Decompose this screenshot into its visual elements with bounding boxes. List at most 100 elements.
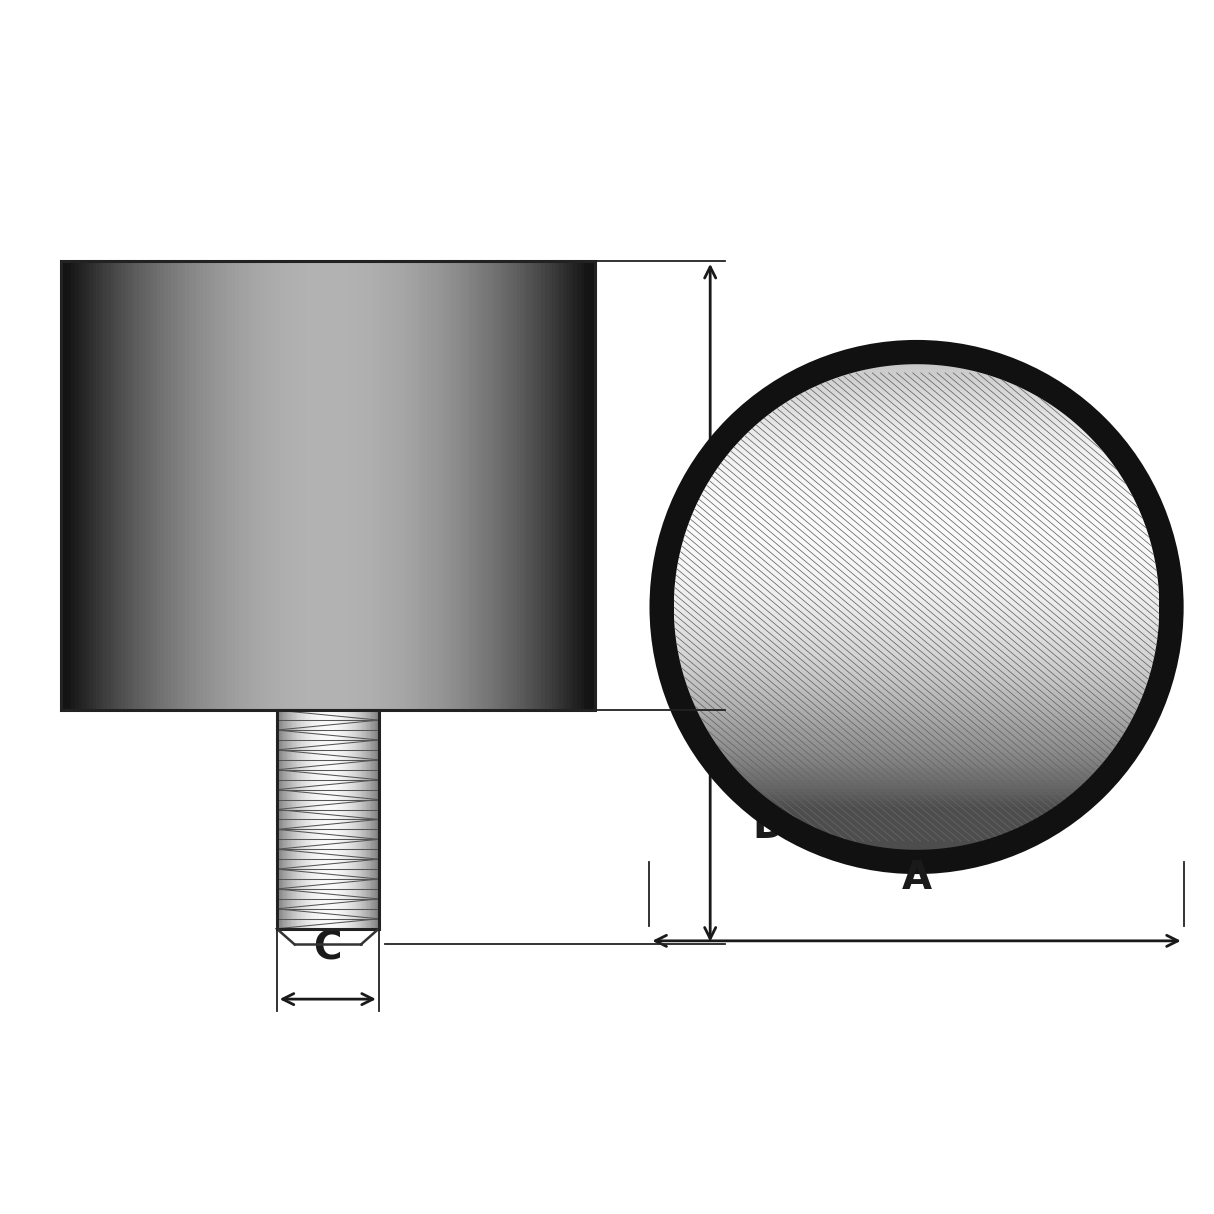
Bar	[279, 710, 280, 929]
Bar	[344, 710, 345, 929]
Bar	[296, 261, 300, 710]
Bar	[193, 261, 195, 710]
Bar	[674, 583, 1159, 586]
Bar	[674, 631, 1159, 634]
Bar	[420, 261, 424, 710]
Bar	[345, 710, 346, 929]
Bar	[367, 261, 370, 710]
Bar	[178, 261, 182, 710]
Bar	[306, 261, 310, 710]
Bar	[573, 261, 577, 710]
Bar	[674, 556, 1159, 558]
Bar	[674, 728, 1159, 731]
Bar	[674, 722, 1159, 726]
Bar	[545, 261, 549, 710]
Bar	[239, 261, 243, 710]
Circle shape	[649, 340, 1184, 874]
Bar	[674, 694, 1159, 698]
Bar	[305, 710, 306, 929]
Bar	[317, 261, 320, 710]
Bar	[531, 261, 534, 710]
Bar	[674, 847, 1159, 850]
Bar	[674, 625, 1159, 629]
Bar	[290, 710, 291, 929]
Bar	[330, 710, 331, 929]
Bar	[186, 261, 189, 710]
Bar	[674, 413, 1159, 415]
Bar	[674, 592, 1159, 595]
Bar	[674, 431, 1159, 433]
Bar	[674, 734, 1159, 737]
Bar	[488, 261, 492, 710]
Bar	[674, 771, 1159, 775]
Bar	[674, 792, 1159, 795]
Bar	[435, 261, 438, 710]
Bar	[337, 710, 339, 929]
Bar	[356, 710, 357, 929]
Bar	[674, 840, 1159, 844]
Bar	[674, 495, 1159, 498]
Bar	[674, 574, 1159, 577]
Bar	[353, 261, 356, 710]
Bar	[674, 634, 1159, 637]
Bar	[195, 261, 199, 710]
Bar	[103, 261, 107, 710]
Bar	[541, 261, 545, 710]
Bar	[674, 789, 1159, 793]
Bar	[674, 415, 1159, 419]
Bar	[278, 261, 282, 710]
Bar	[674, 813, 1159, 816]
Bar	[674, 629, 1159, 631]
Bar	[674, 646, 1159, 649]
Bar	[674, 643, 1159, 646]
Bar	[674, 449, 1159, 453]
Bar	[674, 453, 1159, 455]
Bar	[674, 826, 1159, 828]
Bar	[407, 261, 409, 710]
Bar	[267, 261, 271, 710]
Bar	[293, 261, 296, 710]
Bar	[324, 261, 328, 710]
Bar	[160, 261, 164, 710]
Bar	[534, 261, 538, 710]
Bar	[580, 261, 584, 710]
Bar	[674, 656, 1159, 658]
Bar	[674, 443, 1159, 446]
Bar	[674, 844, 1159, 847]
Bar	[674, 558, 1159, 561]
Bar	[291, 710, 293, 929]
Bar	[674, 823, 1159, 826]
Bar	[674, 506, 1159, 510]
Bar	[206, 261, 210, 710]
Bar	[674, 838, 1159, 840]
Bar	[114, 261, 118, 710]
Bar	[370, 261, 374, 710]
Bar	[674, 716, 1159, 719]
Bar	[142, 261, 146, 710]
Bar	[674, 828, 1159, 832]
Bar	[674, 783, 1159, 787]
Bar	[674, 382, 1159, 385]
Bar	[339, 261, 342, 710]
Bar	[674, 686, 1159, 690]
Bar	[329, 710, 330, 929]
Bar	[674, 607, 1159, 609]
Bar	[674, 421, 1159, 425]
Bar	[492, 261, 495, 710]
Bar	[674, 512, 1159, 516]
Bar	[217, 261, 221, 710]
Bar	[674, 441, 1159, 443]
Bar	[306, 710, 307, 929]
Bar	[674, 637, 1159, 641]
Bar	[674, 524, 1159, 528]
Bar	[674, 799, 1159, 801]
Bar	[674, 577, 1159, 580]
Bar	[351, 710, 352, 929]
Bar	[228, 261, 232, 710]
Bar	[83, 261, 86, 710]
Bar	[210, 261, 214, 710]
Bar	[674, 379, 1159, 382]
Bar	[473, 261, 477, 710]
Bar	[674, 532, 1159, 534]
Bar	[674, 589, 1159, 592]
